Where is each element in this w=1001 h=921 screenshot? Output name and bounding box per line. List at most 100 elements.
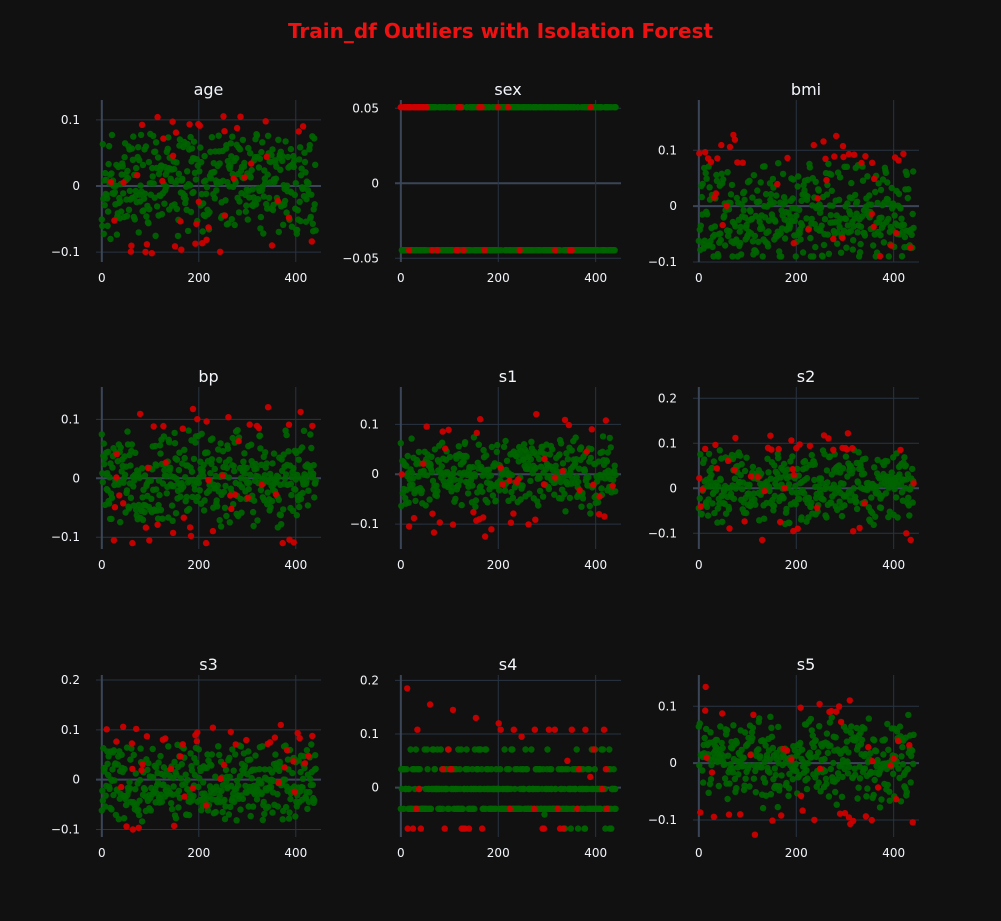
- point-inlier: [724, 795, 731, 803]
- point-inlier: [175, 804, 182, 811]
- point-inlier: [594, 499, 602, 506]
- point-inlier: [743, 454, 750, 461]
- point-inlier: [886, 788, 893, 795]
- point-inlier: [834, 776, 841, 783]
- point-inlier: [482, 746, 490, 753]
- point-inlier: [864, 173, 871, 180]
- point-inlier: [260, 230, 267, 237]
- point-outlier: [533, 411, 540, 418]
- point-inlier: [268, 497, 276, 505]
- points-bp: [98, 404, 319, 547]
- point-outlier: [199, 240, 206, 247]
- point-inlier: [785, 481, 793, 488]
- point-inlier: [149, 173, 156, 180]
- point-inlier: [200, 461, 207, 469]
- point-inlier: [283, 209, 290, 216]
- point-inlier: [250, 497, 258, 504]
- point-inlier: [894, 514, 901, 521]
- point-inlier: [204, 807, 212, 814]
- point-inlier: [846, 763, 853, 771]
- point-outlier: [702, 149, 709, 156]
- point-inlier: [129, 156, 137, 163]
- point-outlier: [167, 765, 174, 773]
- point-inlier: [137, 131, 145, 139]
- point-inlier: [202, 190, 210, 198]
- point-inlier: [223, 464, 231, 472]
- point-outlier: [138, 121, 146, 128]
- point-inlier: [852, 771, 859, 778]
- point-outlier: [193, 738, 201, 745]
- point-outlier: [148, 250, 155, 257]
- point-inlier: [274, 791, 281, 798]
- point-inlier: [227, 803, 234, 811]
- point-inlier: [258, 148, 265, 156]
- point-inlier: [282, 138, 289, 145]
- point-inlier: [256, 155, 264, 162]
- point-inlier: [409, 475, 417, 482]
- point-inlier: [797, 739, 804, 747]
- point-inlier: [294, 471, 301, 479]
- point-outlier: [789, 466, 796, 473]
- point-inlier: [247, 756, 254, 763]
- point-inlier: [198, 158, 205, 166]
- point-inlier: [265, 194, 273, 202]
- point-inlier: [872, 513, 879, 520]
- point-inlier: [738, 461, 745, 468]
- point-inlier: [801, 457, 809, 465]
- point-inlier: [878, 214, 885, 221]
- point-inlier: [792, 500, 799, 508]
- point-outlier: [890, 755, 897, 762]
- point-inlier: [823, 191, 831, 198]
- point-inlier: [815, 749, 822, 756]
- point-outlier: [186, 121, 193, 128]
- point-inlier: [99, 787, 106, 794]
- point-inlier: [747, 208, 754, 215]
- point-outlier: [255, 424, 263, 432]
- point-inlier: [117, 444, 124, 451]
- point-inlier: [301, 764, 308, 772]
- point-outlier: [845, 814, 853, 821]
- point-inlier: [884, 720, 891, 728]
- point-inlier: [277, 512, 284, 519]
- point-outlier: [225, 414, 232, 421]
- point-inlier: [280, 221, 287, 228]
- point-outlier: [725, 811, 733, 818]
- point-inlier: [717, 236, 724, 244]
- point-inlier: [896, 723, 904, 730]
- point-outlier: [839, 142, 847, 150]
- point-inlier: [227, 140, 234, 147]
- point-inlier: [775, 160, 782, 167]
- point-inlier: [264, 132, 272, 139]
- point-outlier: [415, 785, 423, 793]
- point-outlier: [850, 528, 857, 535]
- point-outlier: [892, 229, 900, 237]
- point-inlier: [125, 505, 133, 512]
- point-inlier: [536, 455, 543, 463]
- point-inlier: [696, 720, 703, 727]
- point-outlier: [710, 813, 718, 820]
- point-outlier: [910, 480, 917, 487]
- point-outlier: [552, 247, 559, 254]
- point-inlier: [139, 161, 147, 169]
- point-inlier: [196, 487, 203, 494]
- point-inlier: [196, 775, 203, 782]
- point-outlier: [825, 435, 832, 442]
- point-outlier: [799, 807, 806, 814]
- point-outlier: [128, 740, 136, 747]
- point-inlier: [731, 475, 739, 482]
- point-outlier: [248, 160, 255, 167]
- point-inlier: [219, 808, 226, 816]
- point-inlier: [854, 479, 862, 486]
- point-inlier: [150, 132, 157, 140]
- point-outlier: [561, 416, 569, 424]
- point-outlier: [429, 510, 436, 517]
- point-outlier: [576, 486, 583, 494]
- point-inlier: [145, 220, 152, 227]
- point-outlier: [258, 481, 265, 489]
- point-inlier: [145, 760, 152, 767]
- point-inlier: [841, 765, 848, 773]
- point-inlier: [821, 768, 829, 775]
- x-tick-label: 200: [187, 271, 210, 285]
- point-inlier: [123, 212, 131, 220]
- point-inlier: [824, 181, 831, 189]
